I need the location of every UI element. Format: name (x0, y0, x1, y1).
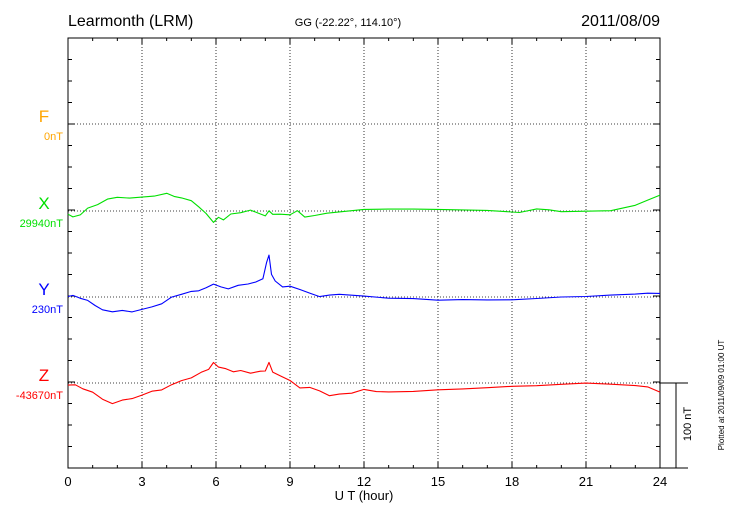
x-tick-label-6: 6 (212, 474, 219, 489)
x-ticks: 0 3 6 9 12 15 18 21 24 (64, 38, 667, 489)
series-baseline-F: 0nT (44, 131, 63, 143)
date-label: 2011/08/09 (581, 13, 660, 30)
series-line-Z (67, 361, 661, 405)
plotted-at-note: Plotted at 2011/09/09 01:00 UT (717, 340, 726, 451)
series-name-Z: Z (39, 366, 49, 385)
series-baseline-X: 29940nT (20, 218, 64, 230)
x-tick-label-24: 24 (653, 474, 667, 489)
series-name-Y: Y (38, 280, 49, 299)
y-ticks (68, 59, 660, 447)
series-lines (67, 192, 661, 405)
series-name-X: X (38, 194, 49, 213)
scale-bar: 100 nT (660, 382, 694, 469)
series-line-Y (67, 254, 661, 313)
series-baseline-Y: 230nT (32, 304, 63, 316)
grid-lines (68, 38, 660, 468)
station-title: Learmonth (LRM) (68, 13, 193, 30)
x-tick-label-9: 9 (286, 474, 293, 489)
series-name-F: F (39, 107, 49, 126)
series-baseline-Z: -43670nT (16, 390, 63, 402)
series-line-X (67, 192, 661, 223)
x-tick-label-18: 18 (505, 474, 519, 489)
x-tick-label-3: 3 (138, 474, 145, 489)
plot-frame (67, 37, 661, 469)
series-labels: F 0nT X 29940nT Y 230nT Z -43670nT (16, 107, 63, 402)
scale-bar-label: 100 nT (682, 407, 694, 442)
x-tick-label-12: 12 (357, 474, 371, 489)
coordinates-label: GG (-22.22°, 114.10°) (295, 17, 401, 29)
x-tick-label-21: 21 (579, 474, 593, 489)
x-axis-label: U T (hour) (335, 488, 394, 503)
x-tick-label-0: 0 (64, 474, 71, 489)
x-tick-label-15: 15 (431, 474, 445, 489)
